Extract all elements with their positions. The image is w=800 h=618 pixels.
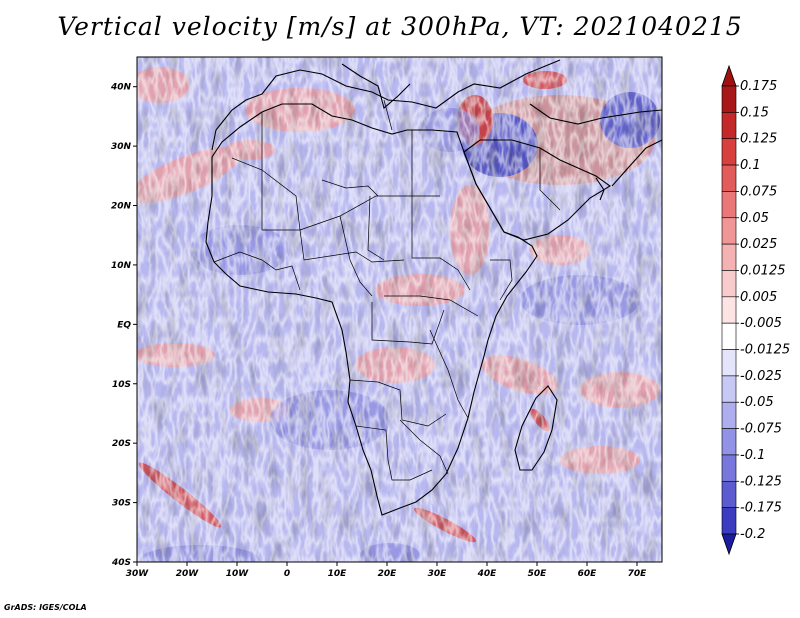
colorbar-label: -0.0125 <box>740 343 790 358</box>
latitude-axis: 40N 30N 20N 10N EQ 10S 20S 30S 40S <box>110 83 137 568</box>
lon-tick-label: 70E <box>628 569 648 579</box>
lon-tick-label: 30E <box>428 569 448 579</box>
credit-text: GrADS: IGES/COLA <box>4 603 87 612</box>
colorbar-bottom-arrow <box>721 533 737 556</box>
colorbar-swatch <box>721 112 737 140</box>
colorbar-swatch <box>721 454 737 482</box>
lon-tick-label: 10E <box>328 569 348 579</box>
colorbar-label: -0.075 <box>740 422 782 437</box>
colorbar-label: -0.05 <box>740 395 774 410</box>
lat-tick-label: 10N <box>111 261 132 271</box>
longitude-axis: 30W 20W 10W 0 10E 20E 30E 40E 50E 60E 70E <box>126 562 647 579</box>
colorbar-label: 0.05 <box>740 211 769 226</box>
colorbar-swatch <box>721 85 737 113</box>
lon-tick-label: 0 <box>284 569 290 579</box>
colorbar-swatch <box>721 270 737 298</box>
lat-tick-label: 20S <box>112 439 131 449</box>
lat-tick-label: 40N <box>110 83 132 93</box>
colorbar-label: 0.175 <box>740 79 777 94</box>
colorbar-swatch <box>721 507 737 535</box>
colorbar-label: 0.075 <box>740 184 777 199</box>
colorbar-swatch <box>721 349 737 377</box>
lon-tick-label: 20W <box>176 569 200 579</box>
colorbar-swatch <box>721 164 737 192</box>
lat-tick-label: 20N <box>111 202 132 212</box>
colorbar-swatch <box>721 322 737 350</box>
lat-tick-label: 30N <box>111 142 132 152</box>
colorbar-label: 0.0125 <box>740 263 786 278</box>
lat-tick-label: 40S <box>111 558 131 568</box>
colorbar-swatch <box>721 428 737 456</box>
lat-tick-label: EQ <box>117 320 131 330</box>
chart-title: Vertical velocity [m/s] at 300hPa, VT: 2… <box>57 12 743 41</box>
plot-frame <box>136 56 663 563</box>
colorbar-label: 0.025 <box>740 237 777 252</box>
lat-tick-label: 10S <box>112 380 131 390</box>
colorbar-label: -0.2 <box>740 527 765 542</box>
colorbar-label: -0.1 <box>740 448 765 463</box>
colorbar-swatch <box>721 480 737 508</box>
colorbar-label: -0.025 <box>740 369 782 384</box>
lon-tick-label: 20E <box>378 569 398 579</box>
colorbar-swatch <box>721 191 737 219</box>
colorbar-label: -0.005 <box>740 316 782 331</box>
lon-tick-label: 10W <box>226 569 250 579</box>
colorbar-label: 0.125 <box>740 132 777 147</box>
lon-tick-label: 60E <box>578 569 598 579</box>
colorbar-swatch <box>721 401 737 429</box>
lon-tick-label: 50E <box>528 569 548 579</box>
colorbar-label: 0.005 <box>740 290 777 305</box>
coastlines <box>205 59 662 516</box>
colorbar-label: 0.15 <box>740 105 769 120</box>
colorbar-swatch <box>721 217 737 245</box>
colorbar-top-arrow <box>721 64 737 87</box>
country-borders <box>213 99 561 481</box>
colorbar-label: 0.1 <box>740 158 761 173</box>
colorbar-label: -0.175 <box>740 501 782 516</box>
colorbar-label: -0.125 <box>740 474 782 489</box>
velocity-field <box>137 57 662 562</box>
lon-tick-label: 30W <box>126 569 150 579</box>
colorbar-swatch <box>721 243 737 271</box>
colorbar-swatch <box>721 296 737 324</box>
lat-tick-label: 30S <box>112 499 131 509</box>
colorbar: 0.175 0.15 0.125 0.1 0.075 0.05 0.025 0.0125 0.0… <box>721 64 790 556</box>
colorbar-swatch <box>721 138 737 166</box>
lon-tick-label: 40E <box>477 569 498 579</box>
colorbar-swatch <box>721 375 737 403</box>
